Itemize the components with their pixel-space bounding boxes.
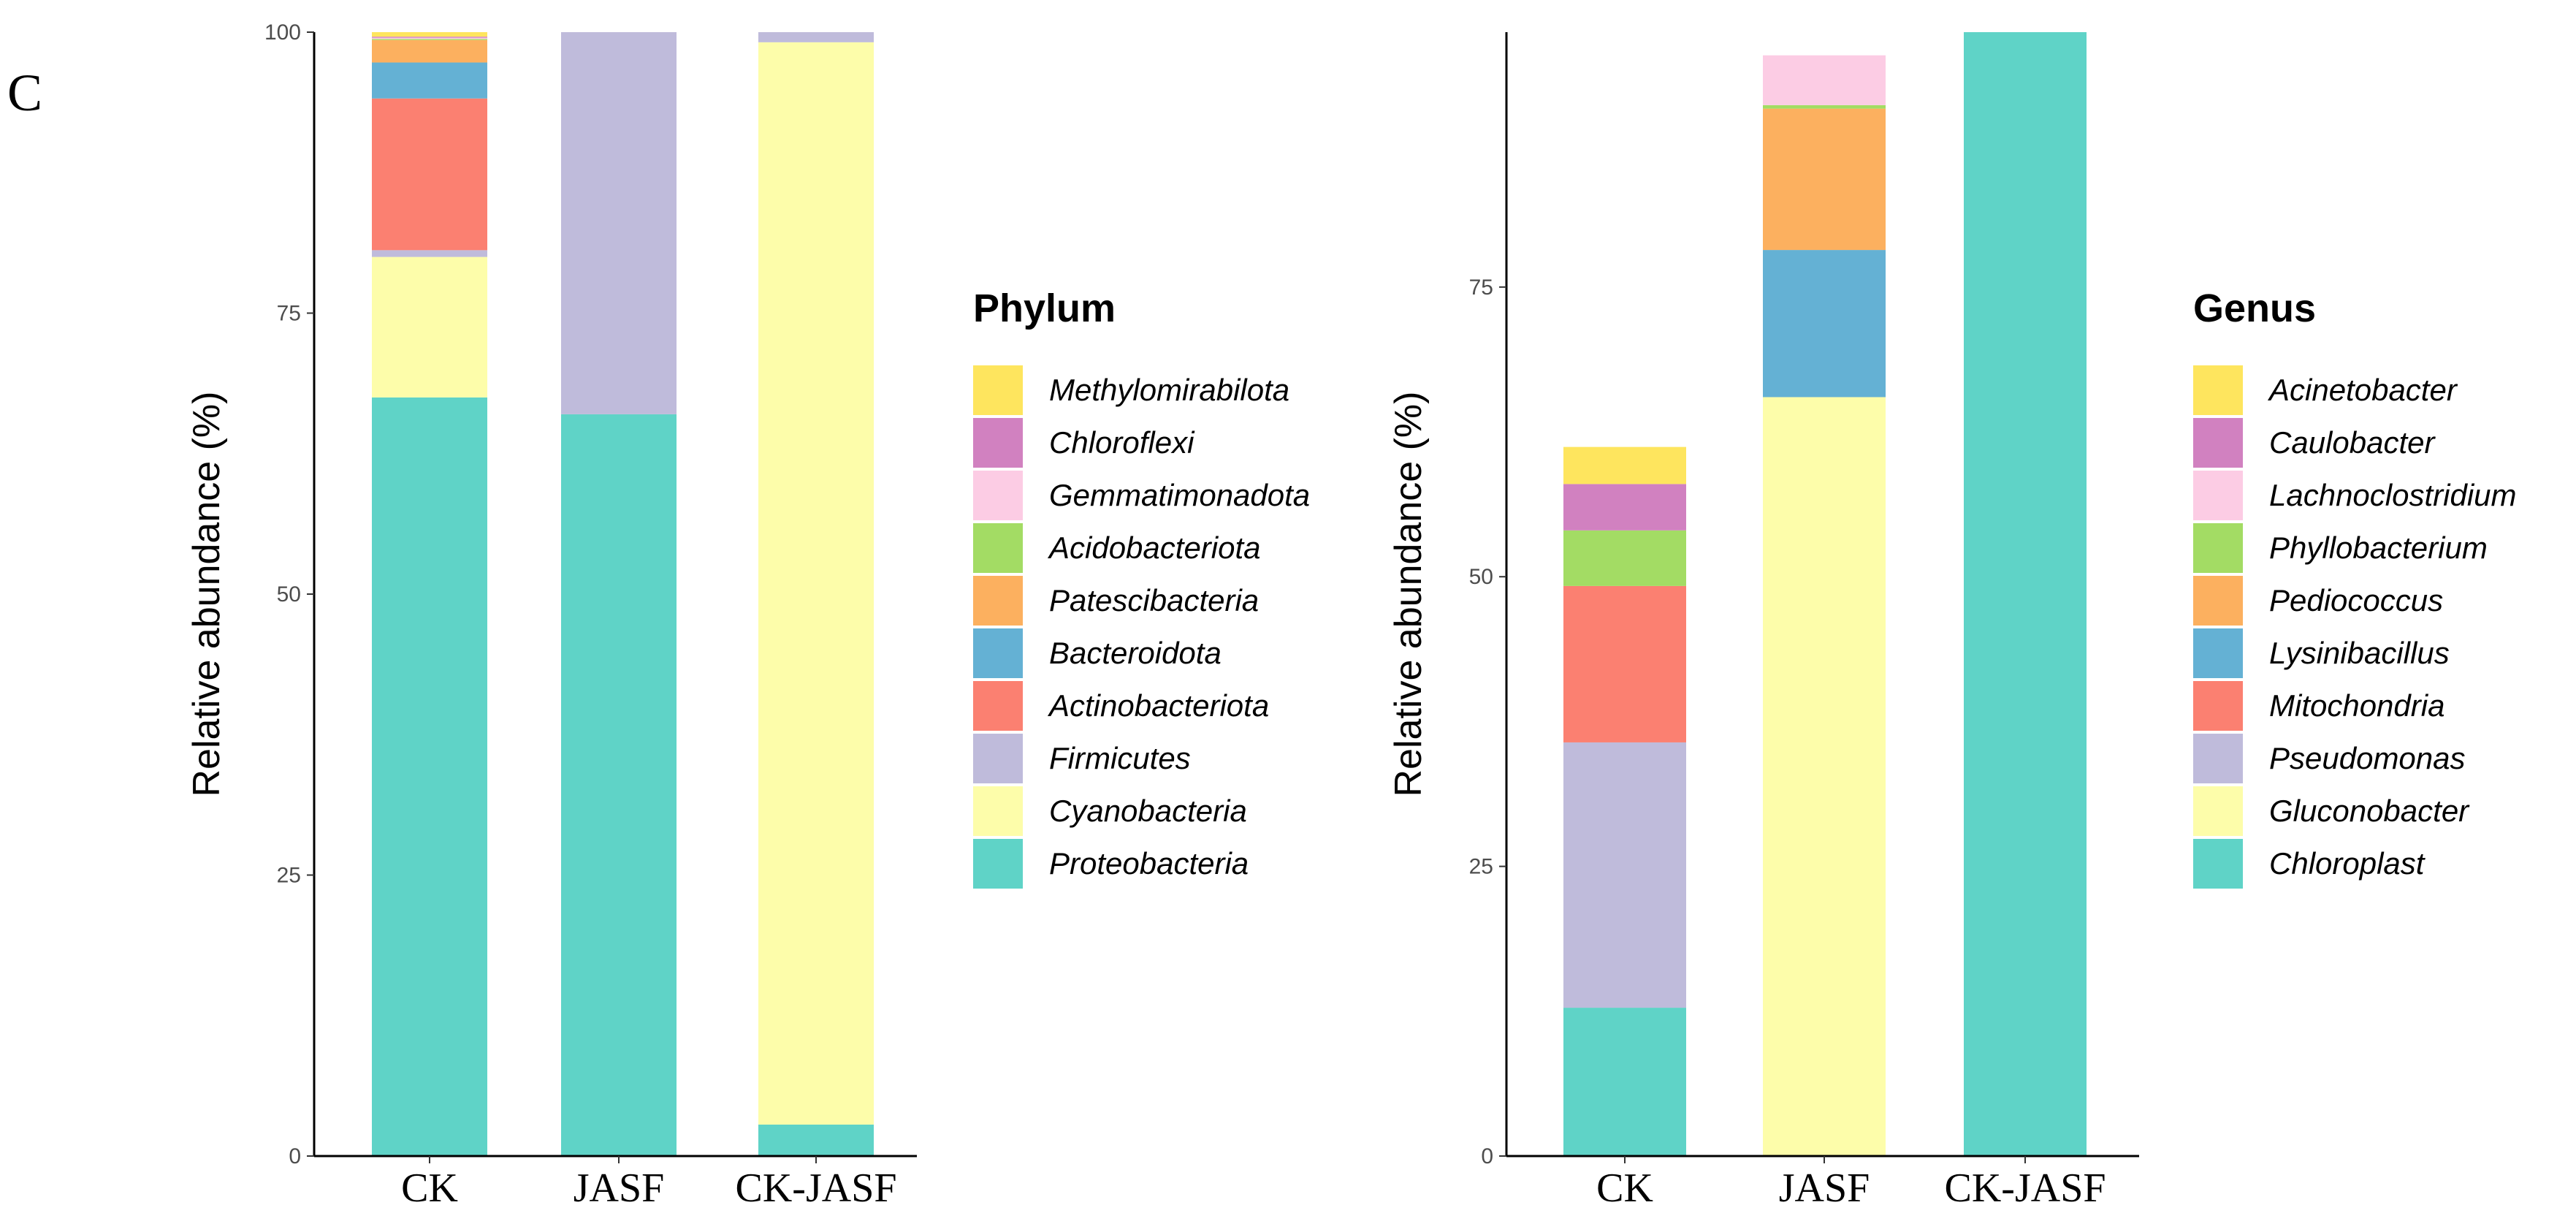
chart2-legend-label-gluconobacter: Gluconobacter	[2269, 794, 2470, 828]
chart1-legend-label-cyanobacteria: Cyanobacteria	[1049, 794, 1247, 828]
chart1-y-tick-label-25: 25	[277, 864, 301, 888]
panel-label: C	[7, 64, 43, 122]
chart2-legend-swatch-lysinibacillus	[2193, 628, 2243, 678]
chart1-bar-ck-chloroflexi	[372, 37, 487, 38]
chart1-bar-ck-gemmatimonadota	[372, 37, 487, 39]
chart2-legend-swatch-mitochondria	[2193, 681, 2243, 731]
chart1-legend-label-patescibacteria: Patescibacteria	[1049, 583, 1259, 617]
chart2-legend-label-chloroplast: Chloroplast	[2269, 846, 2426, 881]
chart1-bar-ck-firmicutes	[372, 250, 487, 257]
chart1-legend-label-gemmatimonadota: Gemmatimonadota	[1049, 478, 1310, 512]
chart1-bar-ck-jasf-proteobacteria	[758, 1124, 874, 1156]
chart1-legend-label-firmicutes: Firmicutes	[1049, 741, 1191, 775]
chart2-bar-ck-jasf-chloroplast	[1964, 32, 2087, 1156]
chart1-legend-label-bacteroidota: Bacteroidota	[1049, 636, 1222, 670]
chart1-legend-label-actinobacteriota: Actinobacteriota	[1047, 688, 1269, 723]
chart1-legend-swatch-bacteroidota	[973, 628, 1023, 678]
chart1-legend-label-acidobacteriota: Acidobacteriota	[1047, 531, 1261, 565]
chart2-y-axis-title: Relative abundance (%)	[1387, 392, 1430, 797]
chart1-x-tick-label-ck: CK	[401, 1166, 458, 1211]
chart1-x-tick-label-jasf: JASF	[573, 1166, 665, 1211]
chart1-legend-swatch-acidobacteriota	[973, 523, 1023, 573]
chart2-x-tick-label-ck-jasf: CK-JASF	[1945, 1166, 2106, 1211]
chart2-legend-swatch-pediococcus	[2193, 576, 2243, 626]
chart1-y-axis-title: Relative abundance (%)	[186, 392, 228, 797]
chart1-y-tick-label-0: 0	[289, 1144, 301, 1168]
chart2-legend-swatch-phyllobacterium	[2193, 523, 2243, 573]
chart1-bar-jasf-proteobacteria	[561, 414, 677, 1156]
chart2-legend-label-pseudomonas: Pseudomonas	[2269, 741, 2466, 775]
chart1-bar-ck-methylomirabilota	[372, 32, 487, 37]
chart1-bar-ck-actinobacteriota	[372, 98, 487, 251]
chart1-legend-label-proteobacteria: Proteobacteria	[1049, 846, 1249, 881]
chart2-bar-ck-mitochondria	[1563, 585, 1686, 742]
chart2-legend-label-caulobacter: Caulobacter	[2269, 425, 2436, 460]
chart2-bar-jasf-gluconobacter	[1763, 397, 1886, 1156]
chart2-bar-ck-pseudomonas	[1563, 742, 1686, 1008]
chart1-legend-swatch-proteobacteria	[973, 839, 1023, 889]
chart1-bar-ck-cyanobacteria	[372, 256, 487, 398]
chart1-bar-ck-patescibacteria	[372, 39, 487, 63]
chart1-bar-jasf-firmicutes	[561, 32, 677, 414]
chart1-bar-ck-proteobacteria	[372, 397, 487, 1156]
chart2-bar-jasf-pediococcus	[1763, 108, 1886, 251]
chart2-legend-label-pediococcus: Pediococcus	[2269, 583, 2443, 617]
chart1-legend-label-chloroflexi: Chloroflexi	[1049, 425, 1195, 460]
chart1-legend-swatch-firmicutes	[973, 734, 1023, 783]
chart1-bar-ck-jasf-cyanobacteria	[758, 42, 874, 1125]
chart1-legend-label-methylomirabilota: Methylomirabilota	[1049, 373, 1289, 407]
chart1-legend-swatch-methylomirabilota	[973, 365, 1023, 415]
chart1-bar-ck-jasf-firmicutes	[758, 32, 874, 42]
chart2-bar-ck-phyllobacterium	[1563, 530, 1686, 586]
chart1-y-tick-label-50: 50	[277, 582, 301, 607]
chart2-y-tick-label-0: 0	[1481, 1144, 1493, 1168]
chart2-bar-ck-chloroplast	[1563, 1008, 1686, 1156]
chart1-legend-swatch-actinobacteriota	[973, 681, 1023, 731]
chart2-legend-swatch-caulobacter	[2193, 418, 2243, 468]
chart1-legend-swatch-chloroflexi	[973, 418, 1023, 468]
chart2-legend-swatch-gluconobacter	[2193, 786, 2243, 836]
chart1-legend-title: Phylum	[973, 286, 1116, 330]
chart2-legend-title: Genus	[2193, 286, 2316, 330]
chart2-legend-label-acinetobacter: Acinetobacter	[2267, 373, 2458, 407]
chart2-x-tick-label-jasf: JASF	[1779, 1166, 1870, 1211]
chart2-bar-jasf-lysinibacillus	[1763, 250, 1886, 398]
chart2-legend-swatch-acinetobacter	[2193, 365, 2243, 415]
chart2-legend-label-phyllobacterium: Phyllobacterium	[2269, 531, 2488, 565]
chart2-bar-ck-caulobacter	[1563, 484, 1686, 531]
chart2-legend-label-lachnoclostridium: Lachnoclostridium	[2269, 478, 2517, 512]
chart2-bar-ck-acinetobacter	[1563, 446, 1686, 484]
chart2-y-tick-label-25: 25	[1469, 855, 1493, 879]
chart2-legend-label-lysinibacillus: Lysinibacillus	[2269, 636, 2450, 670]
chart2-bar-jasf-phyllobacterium	[1763, 104, 1886, 109]
chart1-legend-swatch-cyanobacteria	[973, 786, 1023, 836]
chart1-legend-swatch-gemmatimonadota	[973, 471, 1023, 520]
chart2-bar-jasf-lachnoclostridium	[1763, 55, 1886, 105]
chart1-y-tick-label-75: 75	[277, 302, 301, 326]
chart2-y-tick-label-50: 50	[1469, 565, 1493, 589]
chart2-legend-swatch-lachnoclostridium	[2193, 471, 2243, 520]
chart1-bar-ck-acidobacteriota	[372, 39, 487, 40]
chart2-legend-swatch-chloroplast	[2193, 839, 2243, 889]
chart1-legend-swatch-patescibacteria	[973, 576, 1023, 626]
chart1-y-tick-label-100: 100	[264, 20, 301, 45]
chart1-bar-ck-bacteroidota	[372, 62, 487, 99]
chart2-legend-swatch-pseudomonas	[2193, 734, 2243, 783]
chart2-legend-label-mitochondria: Mitochondria	[2269, 688, 2444, 723]
chart1-x-tick-label-ck-jasf: CK-JASF	[736, 1166, 897, 1211]
chart2-x-tick-label-ck: CK	[1596, 1166, 1653, 1211]
chart2-y-tick-label-75: 75	[1469, 275, 1493, 300]
